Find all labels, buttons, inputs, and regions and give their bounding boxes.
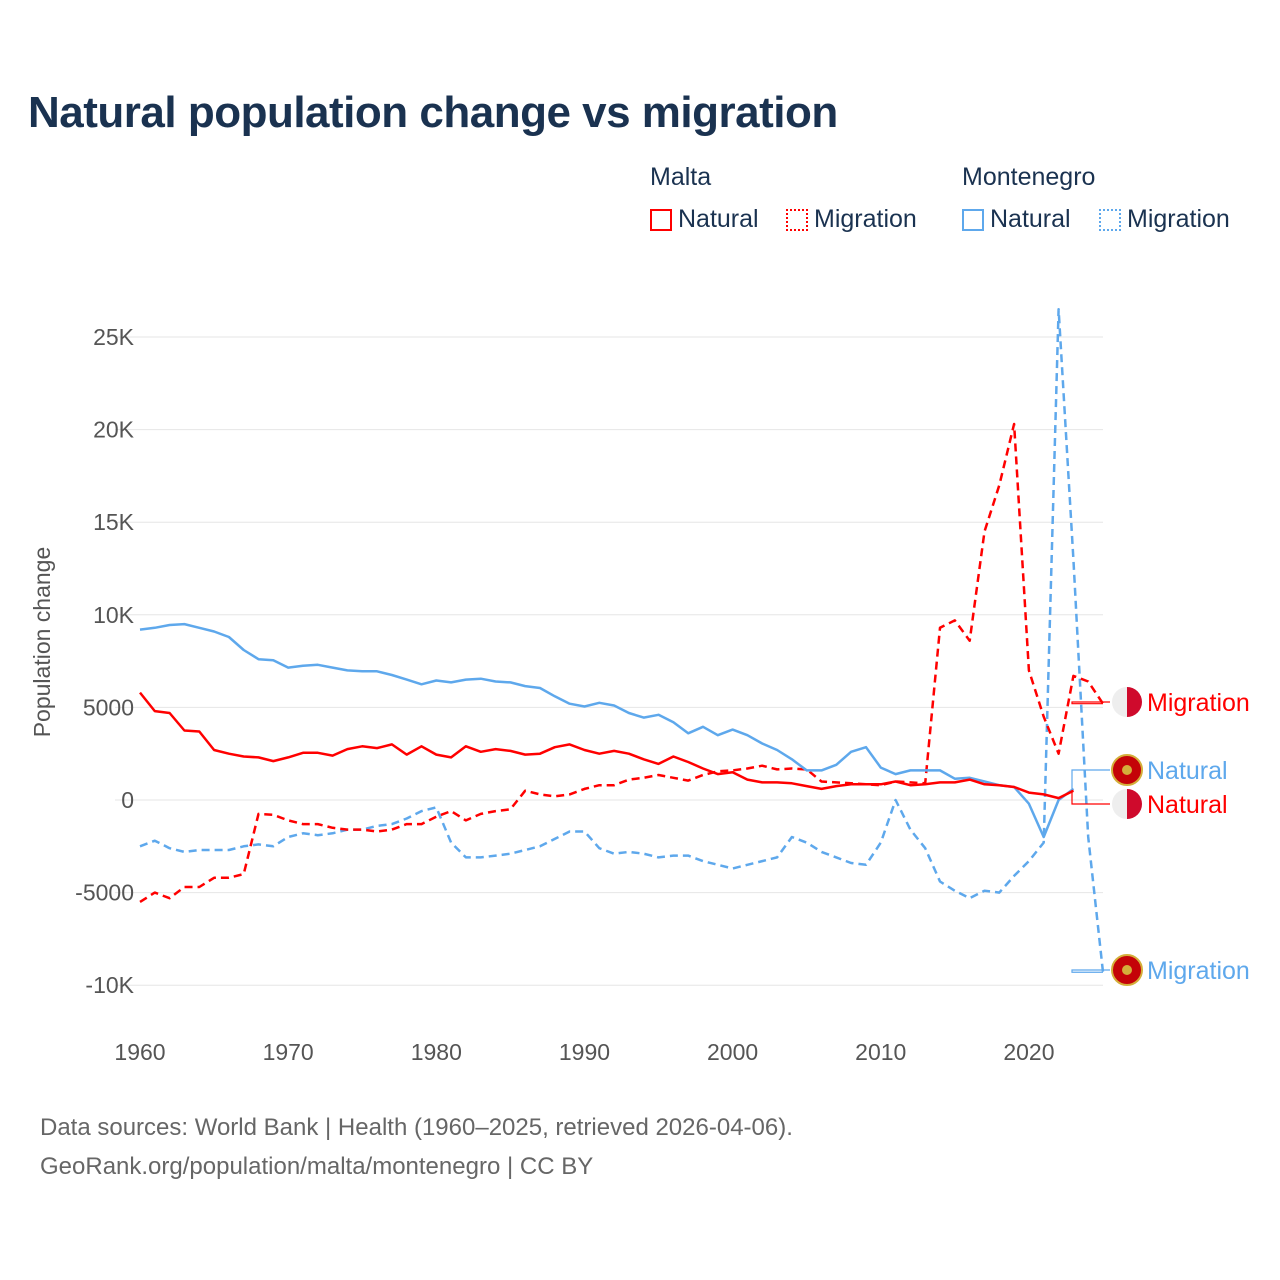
x-tick-label: 1980 <box>411 1039 462 1065</box>
series-line-malta-migration <box>139 422 1105 903</box>
y-tick-label: 5000 <box>83 694 134 720</box>
x-tick-label: 2020 <box>1003 1039 1054 1065</box>
malta-flag-icon <box>1112 687 1142 717</box>
series-end-label: Natural <box>1147 791 1228 819</box>
y-tick-label: -10K <box>85 972 134 998</box>
montenegro-flag-icon <box>1111 954 1143 986</box>
y-tick-label: 20K <box>93 417 135 443</box>
legend-group-montenegro: Montenegro <box>962 163 1096 191</box>
x-tick-label: 1990 <box>559 1039 610 1065</box>
source-note: Data sources: World Bank | Health (1960–… <box>40 1108 793 1186</box>
legend-swatch-dotted-icon <box>1099 208 1121 231</box>
source-link[interactable]: GeoRank.org/population/malta/montenegro … <box>40 1153 594 1180</box>
legend-malta-migration[interactable]: Migration <box>786 205 917 234</box>
legend-label: Migration <box>1127 205 1230 233</box>
flag-border <box>1111 954 1143 986</box>
series-line-montenegro-migration <box>139 307 1105 973</box>
flag-red-half <box>1127 789 1142 819</box>
legend-label: Natural <box>678 205 759 233</box>
y-tick-label: 10K <box>93 602 135 628</box>
x-tick-label: 2010 <box>855 1039 906 1065</box>
label-leader-line <box>1071 701 1110 705</box>
y-axis-label: Population change <box>29 547 55 738</box>
malta-flag-icon <box>1112 789 1142 819</box>
legend-montenegro-migration[interactable]: Migration <box>1099 205 1230 234</box>
flag-emblem <box>1122 765 1132 775</box>
legend-label: Natural <box>990 205 1071 233</box>
chart-title: Natural population change vs migration <box>28 88 838 137</box>
x-tick-label: 2000 <box>707 1039 758 1065</box>
legend-swatch-dotted-icon <box>786 208 808 231</box>
series-line-montenegro-natural <box>139 622 1075 839</box>
series-end-label: Migration <box>1147 957 1250 985</box>
series-end-label: Migration <box>1147 689 1250 717</box>
legend-label: Migration <box>814 205 917 233</box>
montenegro-flag-icon <box>1111 754 1143 786</box>
legend-swatch-solid-icon <box>650 208 672 231</box>
flag-border <box>1111 754 1143 786</box>
y-tick-label: -5000 <box>75 880 134 906</box>
source-line-1: Data sources: World Bank | Health (1960–… <box>40 1114 793 1141</box>
series-end-label: Natural <box>1147 757 1228 785</box>
legend-montenegro-natural[interactable]: Natural <box>962 205 1071 234</box>
x-tick-label: 1970 <box>263 1039 314 1065</box>
legend-malta-natural[interactable]: Natural <box>650 205 759 234</box>
flag-emblem <box>1122 965 1132 975</box>
legend-group-malta: Malta <box>650 163 712 191</box>
line-chart: -10K -5000 0 5000 10K 15K 20K 25K 1960 1970 1980 1… <box>29 307 1250 1065</box>
label-leader-line <box>1071 790 1110 805</box>
y-tick-label: 15K <box>93 509 135 535</box>
label-leader-line <box>1071 769 1110 790</box>
y-tick-label: 25K <box>93 324 135 350</box>
y-tick-label: 0 <box>121 787 134 813</box>
x-tick-label: 1960 <box>114 1039 165 1065</box>
legend-swatch-solid-icon <box>962 208 984 231</box>
flag-red-half <box>1127 687 1142 717</box>
label-leader-line <box>1071 969 1110 973</box>
series-line-malta-natural <box>139 691 1074 800</box>
